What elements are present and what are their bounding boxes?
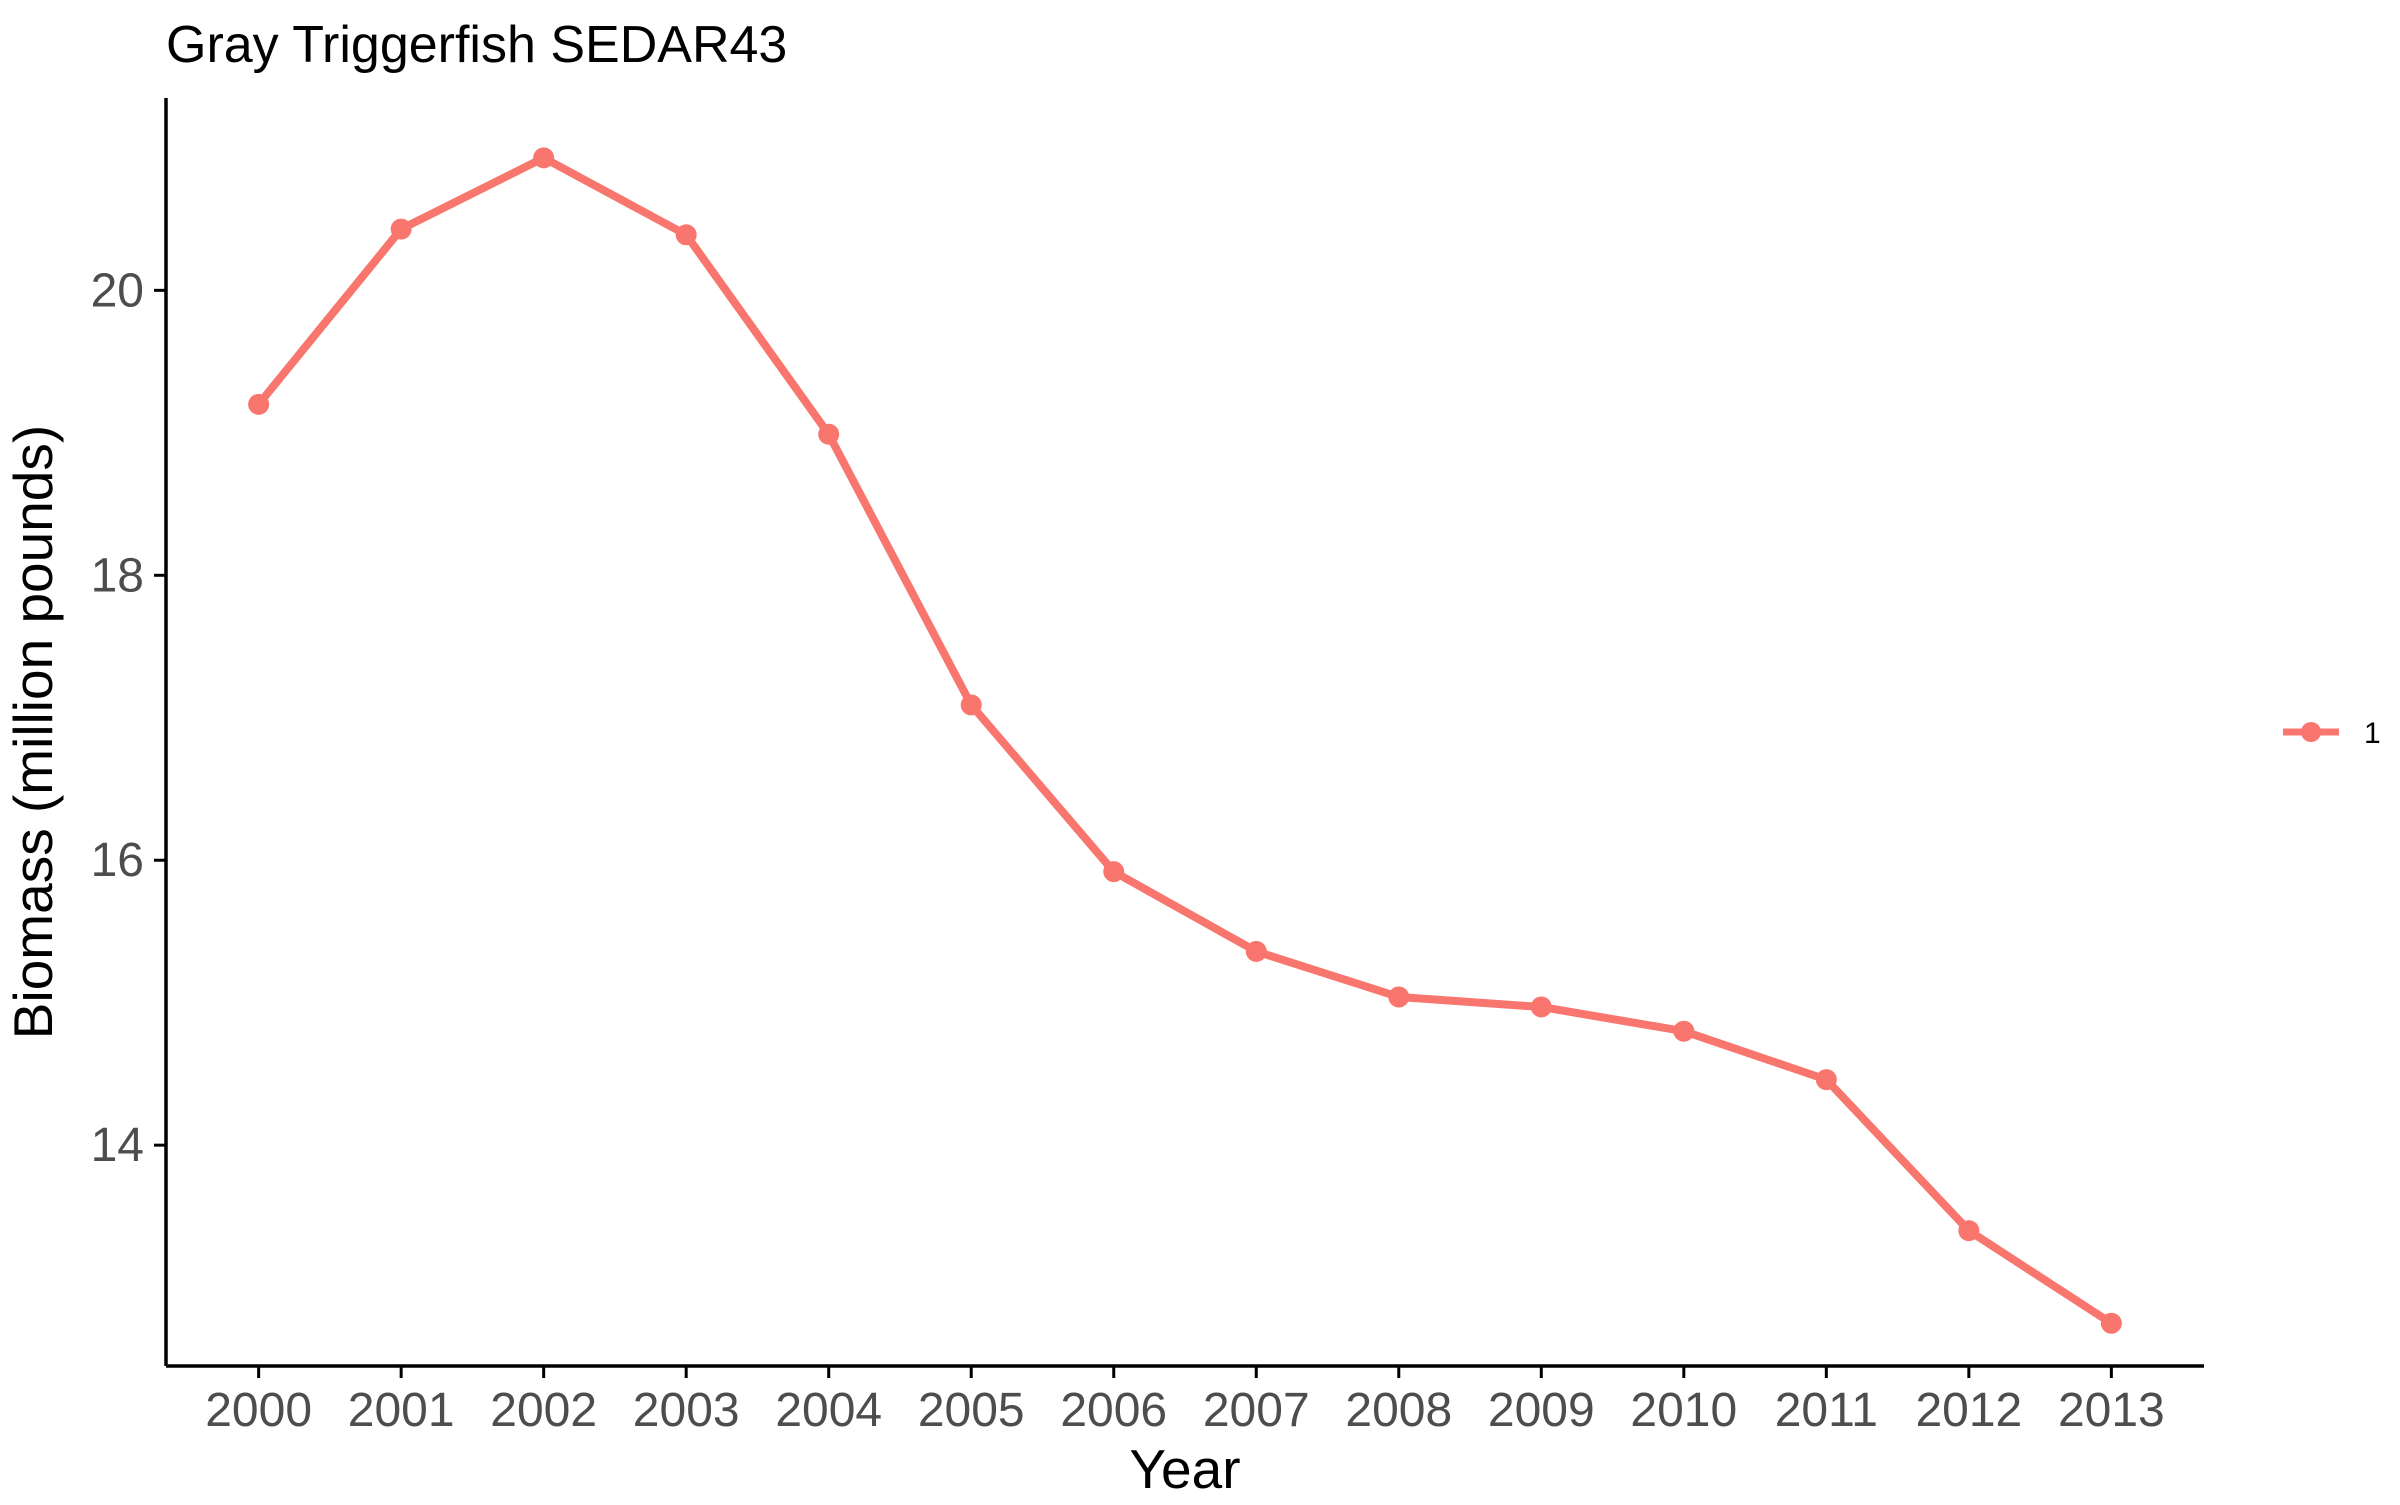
data-point [960, 694, 982, 716]
data-point [818, 423, 840, 445]
x-tick-label: 2001 [348, 1384, 455, 1437]
x-axis-title: Year [1129, 1438, 1240, 1500]
x-tick-label: 2013 [2058, 1384, 2165, 1437]
x-tick-label: 2002 [490, 1384, 597, 1437]
x-tick-label: 2011 [1775, 1384, 1878, 1437]
data-point [1958, 1220, 1980, 1242]
data-point [1815, 1069, 1837, 1091]
legend-label: 1 [2364, 717, 2381, 750]
x-axis-ticks: 2000 2001 2002 2003 2004 2005 2006 2007 2008 2009… [205, 1366, 2165, 1437]
legend: 1 [2283, 717, 2381, 750]
x-tick-label: 2004 [775, 1384, 882, 1437]
x-tick-label: 2008 [1345, 1384, 1452, 1437]
x-tick-label: 2003 [633, 1384, 740, 1437]
y-axis-title: Biomass (million pounds) [2, 425, 64, 1039]
x-tick-label: 2006 [1060, 1384, 1167, 1437]
data-point [533, 147, 555, 169]
data-point [2100, 1312, 2122, 1334]
data-point [1673, 1020, 1695, 1042]
plot-area [248, 147, 2122, 1334]
data-point [390, 218, 412, 240]
data-point [1530, 996, 1552, 1018]
y-axis-ticks: 14 16 18 20 [91, 264, 166, 1172]
legend-key-point [2301, 722, 2321, 742]
x-tick-label: 2000 [205, 1384, 312, 1437]
y-tick-label: 16 [91, 834, 144, 887]
x-tick-label: 2009 [1488, 1384, 1595, 1437]
series-line [254, 153, 2116, 1328]
data-point [675, 224, 697, 246]
x-tick-label: 2005 [918, 1384, 1025, 1437]
y-tick-label: 20 [91, 264, 144, 317]
x-tick-label: 2012 [1915, 1384, 2022, 1437]
x-tick-label: 2007 [1203, 1384, 1310, 1437]
x-tick-label: 2010 [1630, 1384, 1737, 1437]
chart-title: Gray Triggerfish SEDAR43 [166, 16, 787, 74]
data-point [1388, 986, 1410, 1008]
data-point [248, 393, 270, 415]
data-point [1245, 940, 1267, 962]
data-point [1103, 861, 1125, 883]
y-tick-label: 18 [91, 549, 144, 602]
y-tick-label: 14 [91, 1119, 144, 1172]
